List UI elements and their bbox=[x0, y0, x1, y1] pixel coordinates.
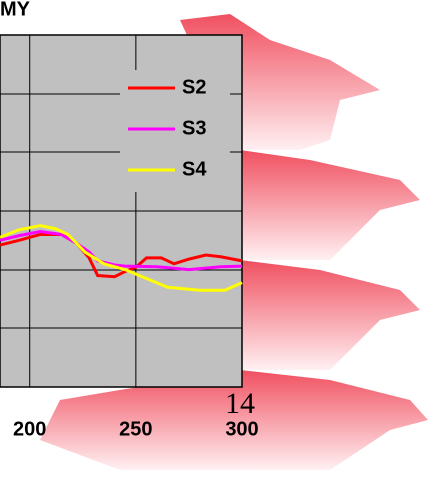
legend-label: S4 bbox=[182, 158, 207, 180]
legend-label: S3 bbox=[182, 117, 206, 139]
legend-label: S2 bbox=[182, 76, 206, 98]
x-tick-label: 300 bbox=[225, 418, 258, 440]
x-tick-label: 250 bbox=[119, 418, 152, 440]
x-tick-label: 200 bbox=[13, 418, 46, 440]
chart-title: MY bbox=[0, 0, 31, 20]
chart: S2 S3 S4 MY 14 200 250 300 bbox=[0, 0, 428, 477]
annotation: 14 bbox=[225, 387, 255, 420]
